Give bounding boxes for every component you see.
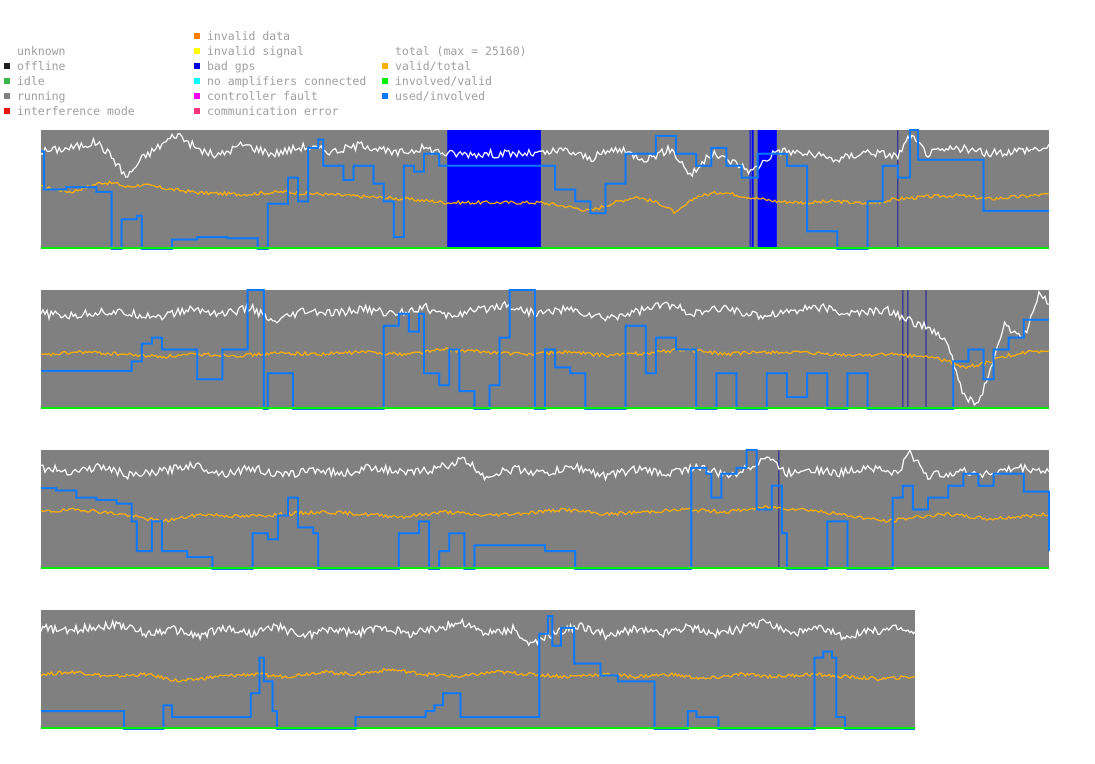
- legend-item-no-amplifiers: no amplifiers connected: [194, 74, 367, 89]
- legend-label: controller fault: [207, 89, 318, 103]
- legend-item-communication-error: communication error: [194, 104, 366, 119]
- legend-swatch: [382, 78, 388, 84]
- legend-label: no amplifiers connected: [207, 74, 367, 88]
- legend-item-invalid-signal: invalid signal: [194, 44, 366, 59]
- series-used-involved-2: [41, 289, 1049, 410]
- legend-label: unknown: [17, 44, 66, 58]
- legend-swatch: [4, 93, 10, 99]
- legend-item-total: total (max = 25160): [395, 44, 527, 59]
- legend-item-used-involved: used/involved: [382, 89, 527, 104]
- legend-swatch: [194, 63, 200, 69]
- legend-swatch: [4, 78, 10, 84]
- series-used-involved-3: [41, 449, 1050, 570]
- legend-swatch: [194, 78, 200, 84]
- series-used-involved-1: [41, 129, 1049, 250]
- legend-swatch: [194, 93, 200, 99]
- legend-item-idle: idle: [4, 74, 135, 89]
- legend-item-running: running: [4, 89, 135, 104]
- legend-swatch: [194, 33, 200, 39]
- series-total-1: [40, 132, 1050, 178]
- series-valid-total-1: [40, 180, 1050, 215]
- legend-swatch: [382, 93, 388, 99]
- legend-item-involved-valid: involved/valid: [382, 74, 527, 89]
- legend-label: used/involved: [395, 89, 486, 103]
- legend-swatch: [194, 108, 200, 114]
- legend-states: unknown offline idle running interferenc…: [4, 44, 135, 119]
- legend-errors: invalid data invalid signal bad gps no a…: [194, 29, 367, 119]
- series-valid-total-4: [40, 667, 916, 683]
- legend-label: interference mode: [17, 104, 135, 118]
- legend-label: idle: [17, 74, 45, 88]
- legend-label: involved/valid: [395, 74, 492, 88]
- legend-swatch: [4, 63, 10, 69]
- legend-label: running: [17, 89, 66, 103]
- legend-label: communication error: [207, 104, 339, 118]
- bad-gps-span-1-2: [749, 130, 751, 249]
- legend-item-valid-total: valid/total: [382, 59, 527, 74]
- strip-background-4: [41, 610, 915, 729]
- bad-gps-span-1-1: [447, 130, 541, 249]
- series-valid-total-3: [40, 505, 1050, 524]
- legend-label: bad gps: [207, 59, 256, 73]
- legend-label: offline: [17, 59, 66, 73]
- legend-label: total (max = 25160): [395, 44, 527, 58]
- legend-swatch: [382, 63, 388, 69]
- legend-item-invalid-data: invalid data: [194, 29, 366, 44]
- bad-gps-span-1-4: [757, 130, 777, 249]
- series-total-2: [40, 290, 1050, 407]
- legend-swatch: [4, 108, 10, 114]
- legend-item-interference-mode: interference mode: [4, 104, 135, 119]
- legend-item-controller-fault: controller fault: [194, 89, 366, 104]
- strip-background-1: [41, 130, 1049, 249]
- legend-item-unknown: unknown: [17, 44, 135, 59]
- legend-swatch: [194, 48, 200, 54]
- series-total-4: [40, 617, 916, 647]
- legend-item-bad-gps: bad gps: [194, 59, 366, 74]
- legend-metrics: total (max = 25160) valid/total involved…: [382, 44, 527, 104]
- legend-label: invalid signal: [207, 44, 304, 58]
- legend-item-offline: offline: [4, 59, 135, 74]
- legend-label: invalid data: [207, 29, 291, 43]
- series-total-3: [40, 448, 1050, 482]
- legend-label: valid/total: [395, 59, 472, 73]
- bad-gps-span-1-3: [751, 130, 754, 249]
